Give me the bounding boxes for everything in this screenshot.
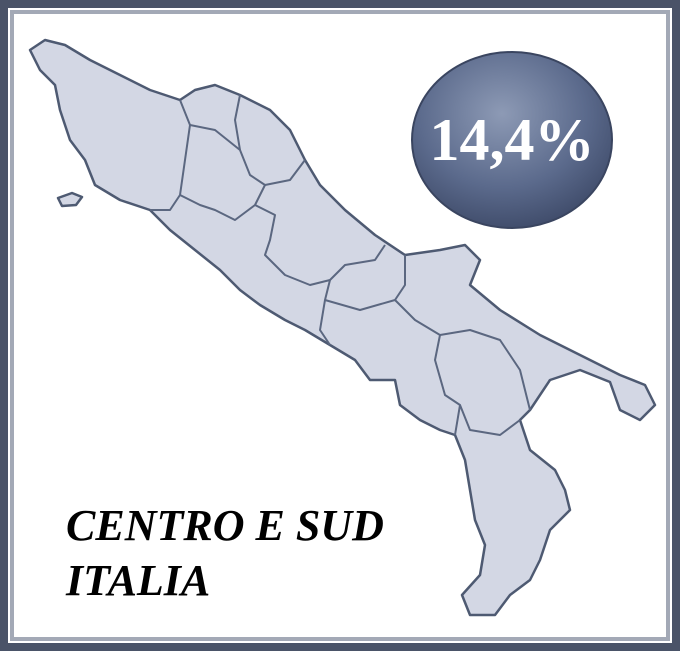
region-border	[179, 124, 266, 221]
region-border	[254, 204, 386, 286]
region-border	[234, 94, 241, 151]
region-border	[264, 159, 306, 186]
region-border	[319, 279, 331, 346]
badge-oval	[411, 51, 613, 229]
region-label: ITALIA	[65, 556, 210, 605]
island	[56, 191, 84, 208]
region-border	[439, 329, 531, 411]
region-border	[459, 404, 521, 436]
region-label: CENTRO E SUD	[66, 501, 384, 550]
inner-frame	[10, 10, 670, 641]
region-border	[150, 99, 191, 211]
map	[28, 38, 657, 617]
badge-value: 14,4%	[430, 107, 595, 173]
italy-outline	[28, 38, 657, 617]
